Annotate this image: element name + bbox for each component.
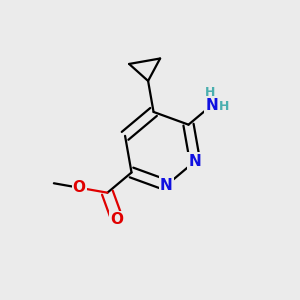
Text: O: O bbox=[111, 212, 124, 227]
Text: O: O bbox=[73, 180, 86, 195]
Text: H: H bbox=[219, 100, 230, 113]
Text: N: N bbox=[160, 178, 173, 193]
Text: N: N bbox=[189, 154, 201, 169]
Text: H: H bbox=[205, 86, 215, 99]
Text: N: N bbox=[205, 98, 218, 113]
